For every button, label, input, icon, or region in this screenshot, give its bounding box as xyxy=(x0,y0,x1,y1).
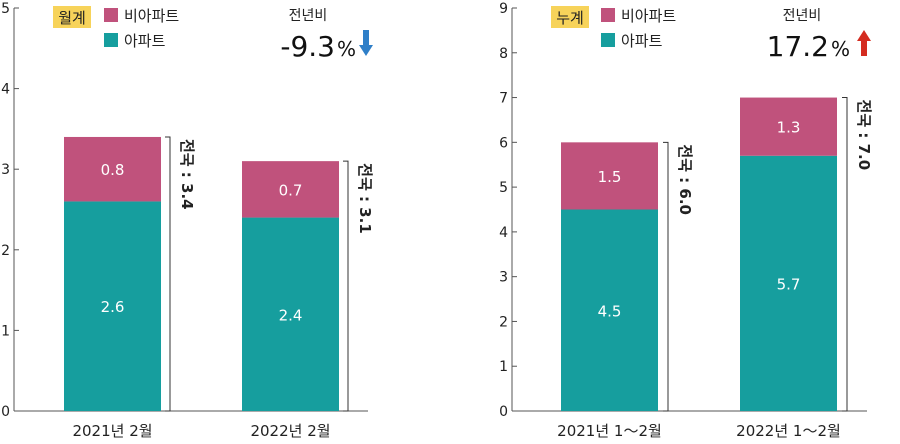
y-tick-label: 7 xyxy=(499,91,508,107)
bar-segment xyxy=(740,155,837,411)
total-bracket xyxy=(165,136,171,412)
period-tag-bg xyxy=(53,6,91,28)
y-tick-label: 4 xyxy=(1,82,10,98)
bar-value-label: 2.4 xyxy=(279,306,303,324)
bar-value-label: 1.5 xyxy=(598,168,622,186)
x-tick-label: 2021년 1～2월 xyxy=(557,422,662,440)
bar-segment xyxy=(561,209,658,411)
total-label: 전국 : 6.0 xyxy=(676,144,694,215)
bar-value-label: 0.7 xyxy=(279,181,303,199)
total-label: 전국 : 3.1 xyxy=(356,163,374,234)
yoy-unit: % xyxy=(337,37,356,61)
y-tick-label: 8 xyxy=(499,46,508,62)
y-tick-label: 3 xyxy=(1,162,10,178)
total-bracket xyxy=(343,160,349,412)
y-tick-label: 6 xyxy=(499,135,508,151)
y-tick-label: 9 xyxy=(499,1,508,17)
bar-segment xyxy=(64,136,161,202)
total-label: 전국 : 3.4 xyxy=(178,139,196,210)
total-bracket xyxy=(663,141,669,412)
y-tick-label: 0 xyxy=(499,404,508,420)
bar-segment xyxy=(242,217,339,411)
legend-label: 비아파트 xyxy=(621,7,676,25)
period-tag: 월계 xyxy=(58,9,86,27)
chart-panel-1: 0 1 2 3 4 5 2.6 0.8 전국 : 3.4 2021년 2월 2.4 0.7 전국 : 3… xyxy=(1,1,374,440)
bar-segment xyxy=(64,201,161,411)
y-tick-label: 5 xyxy=(499,180,508,196)
x-tick-label: 2021년 2월 xyxy=(72,422,152,440)
legend-label: 아파트 xyxy=(124,32,166,50)
legend-swatch xyxy=(104,8,118,22)
legend-swatch xyxy=(104,33,118,47)
yoy-label: 전년비 xyxy=(783,8,822,24)
yoy-label: 전년비 xyxy=(289,8,328,24)
x-tick-label: 2022년 2월 xyxy=(250,422,330,440)
legend-swatch xyxy=(601,8,615,22)
y-tick-label: 2 xyxy=(499,314,508,330)
bar-value-label: 0.8 xyxy=(101,161,125,179)
y-tick-label: 4 xyxy=(499,225,508,241)
yoy-unit: % xyxy=(831,37,850,61)
arrow-down-icon xyxy=(359,30,373,56)
legend-swatch xyxy=(601,33,615,47)
bar-segment xyxy=(242,161,339,218)
total-label: 전국 : 7.0 xyxy=(855,100,873,171)
y-tick-label: 5 xyxy=(1,1,10,17)
bar-value-label: 4.5 xyxy=(598,302,622,320)
y-tick-label: 0 xyxy=(1,404,10,420)
arrow-up-icon xyxy=(857,30,871,56)
x-tick-label: 2022년 1～2월 xyxy=(736,422,841,440)
y-tick-label: 1 xyxy=(499,359,508,375)
bar-segment xyxy=(561,142,658,210)
period-tag-bg xyxy=(551,6,589,28)
y-tick-label: 1 xyxy=(1,323,10,339)
bar-value-label: 5.7 xyxy=(777,275,801,293)
period-tag: 누계 xyxy=(556,9,584,27)
yoy-value: -9.3 xyxy=(280,30,335,63)
y-tick-label: 2 xyxy=(1,243,10,259)
bar-value-label: 1.3 xyxy=(777,119,801,137)
legend-label: 아파트 xyxy=(621,32,663,50)
y-tick-label: 3 xyxy=(499,270,508,286)
bar-value-label: 2.6 xyxy=(101,298,125,316)
bar-segment xyxy=(740,97,837,156)
total-bracket xyxy=(842,97,848,412)
yoy-value: 17.2 xyxy=(767,30,829,63)
legend-label: 비아파트 xyxy=(124,7,179,25)
chart-panel-2: 0 1 2 3 4 5 6 7 8 9 4.5 1.5 전국 : 6.0 2021년 1～2월 5.7 1.3… xyxy=(499,1,873,440)
